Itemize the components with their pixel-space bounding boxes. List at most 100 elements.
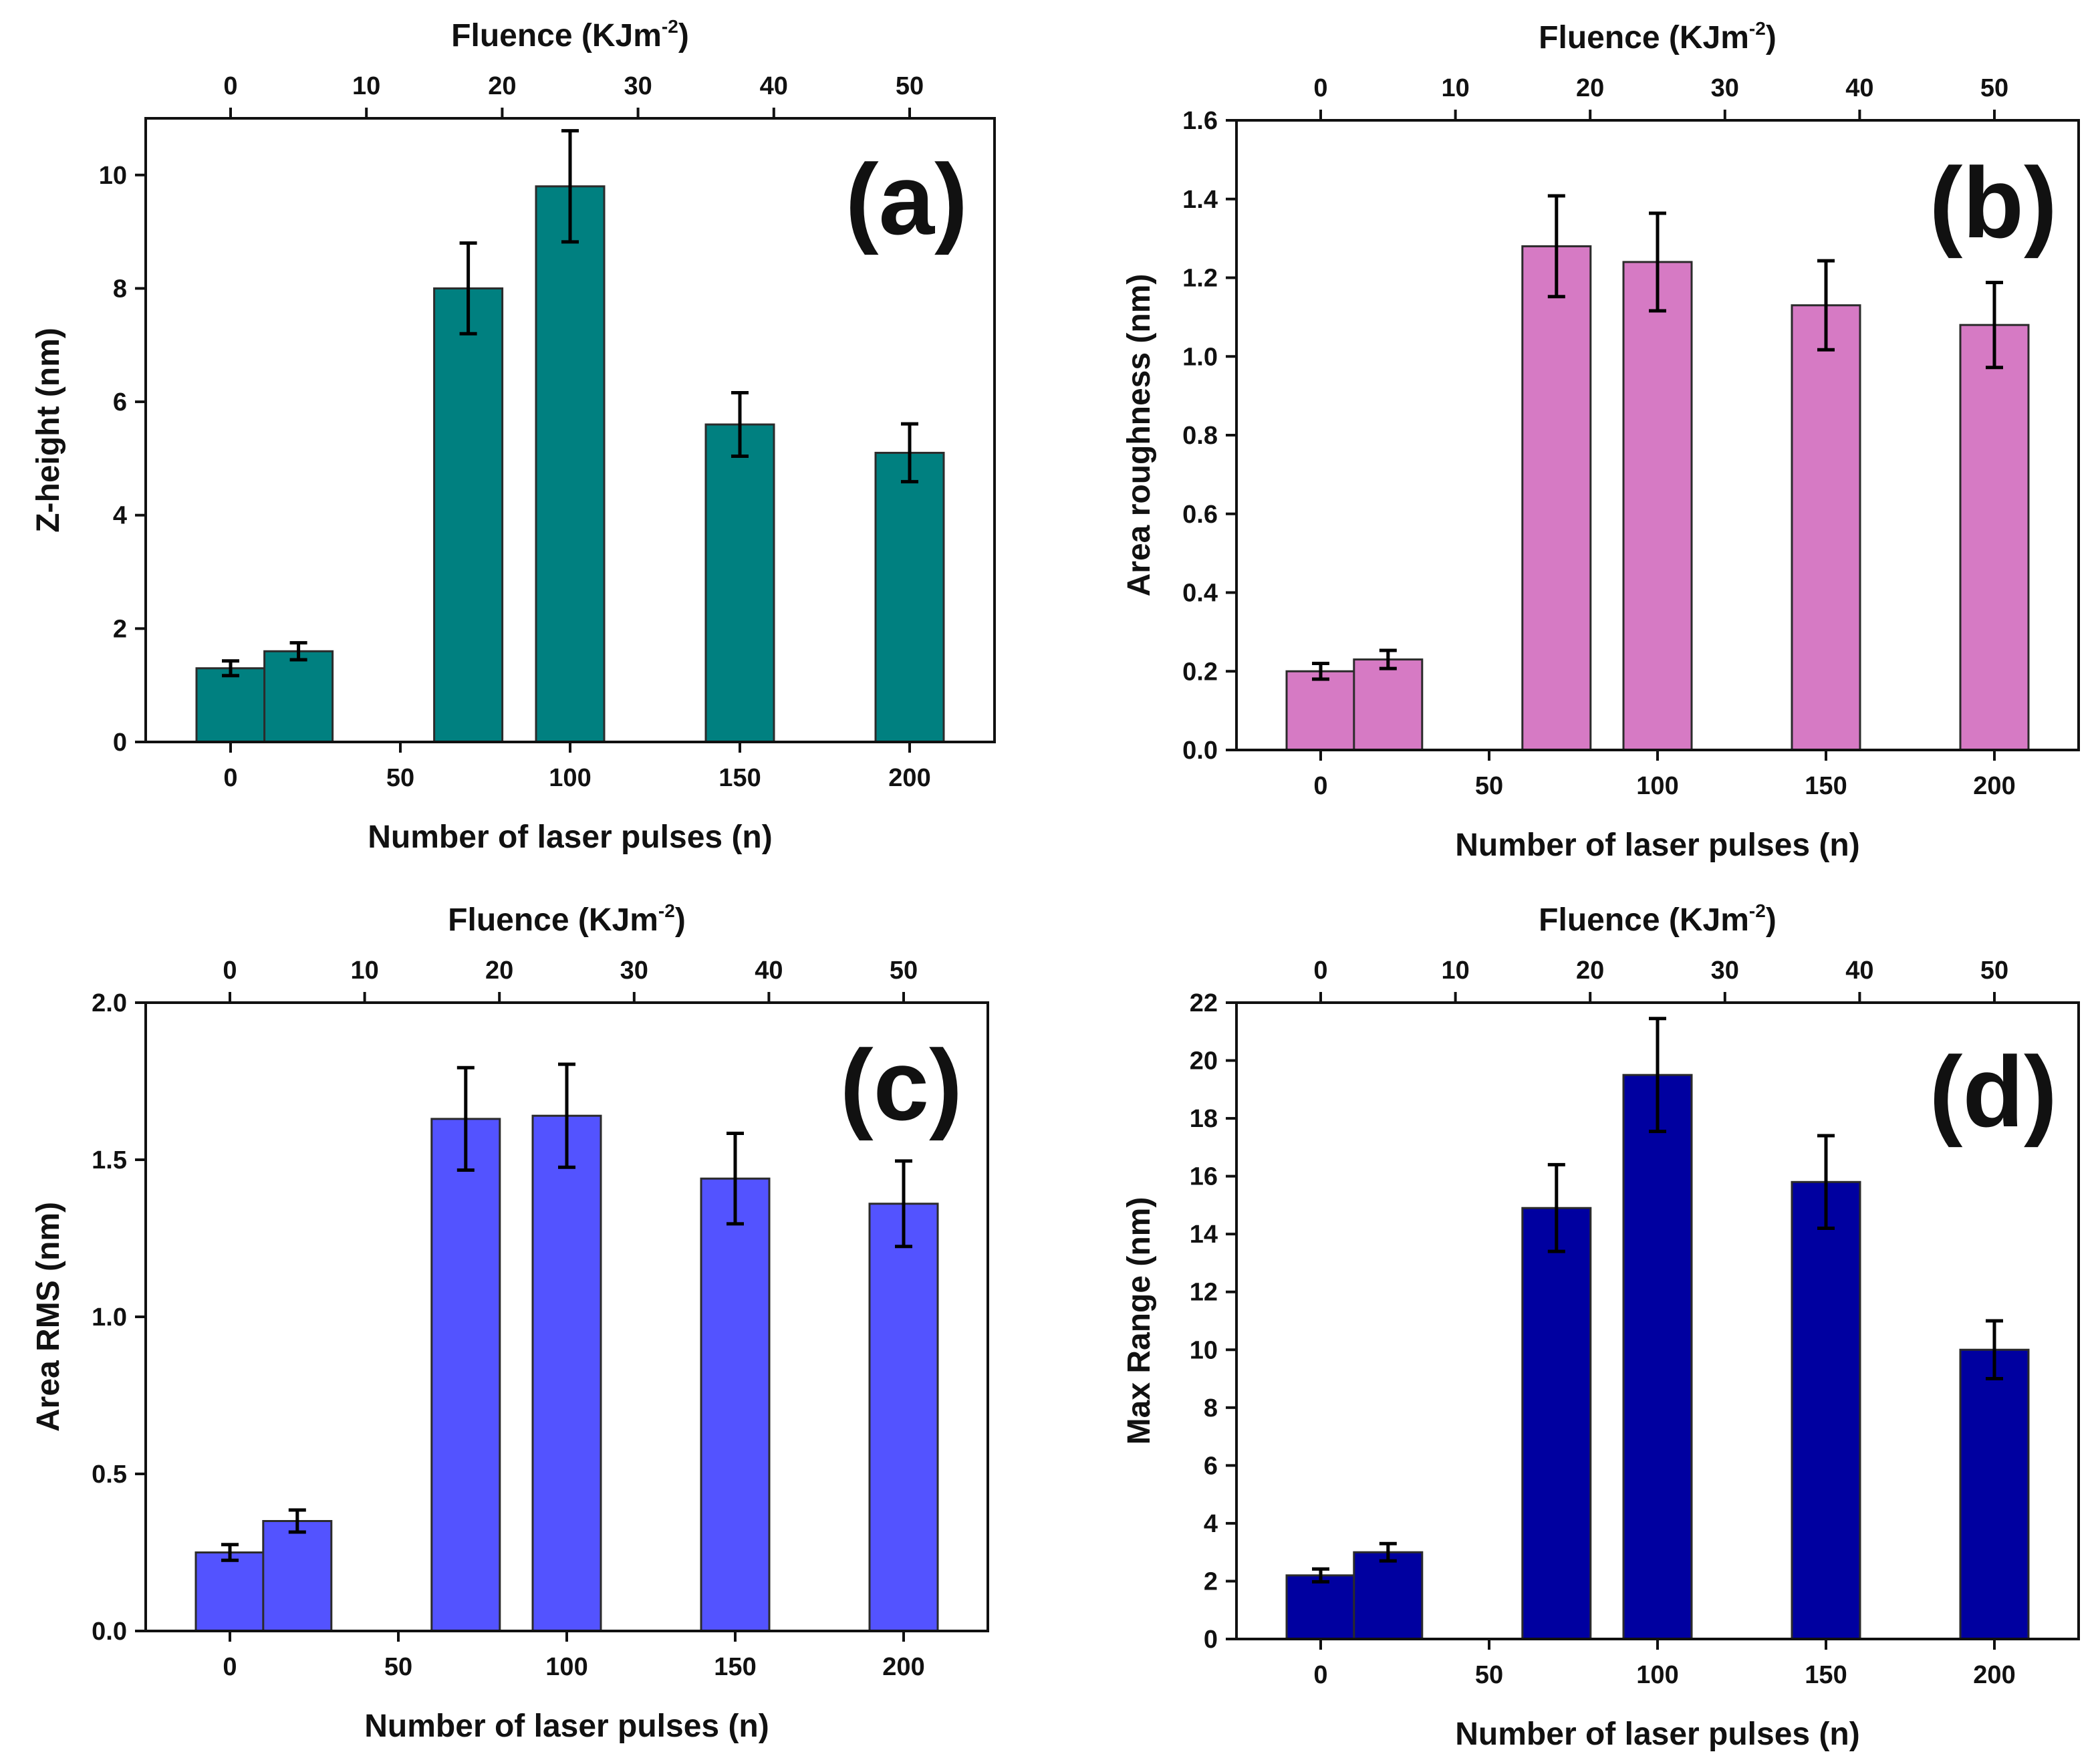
error-bar — [221, 1543, 239, 1562]
top-axis-label-superscript: -2 — [1749, 900, 1766, 921]
bar — [262, 1520, 333, 1632]
y-tick-label: 0.2 — [1182, 658, 1218, 686]
y-tick-label: 18 — [1190, 1105, 1218, 1133]
top-axis-label-close: ) — [1766, 20, 1777, 55]
top-axis-label-close: ) — [675, 902, 686, 938]
top-axis-label: Fluence (KJm-2) — [1539, 18, 1777, 55]
top-axis-label-text: Fluence (KJm — [1539, 20, 1749, 55]
x-tick-label: 0 — [223, 764, 237, 792]
top-x-tick-label: 40 — [760, 72, 788, 100]
top-x-tick-label: 50 — [1980, 74, 2008, 102]
x-axis-label: Number of laser pulses (n) — [1455, 828, 1859, 863]
top-x-tick-label: 0 — [223, 72, 237, 100]
y-tick-label: 1.5 — [92, 1146, 127, 1174]
bar — [874, 451, 945, 743]
top-x-tick-label: 0 — [1313, 957, 1327, 985]
y-tick-label: 0 — [113, 729, 127, 757]
x-tick-label: 100 — [545, 1653, 587, 1681]
x-tick-label: 50 — [1475, 1661, 1503, 1689]
error-bar — [1986, 1319, 2003, 1381]
bar — [263, 650, 334, 743]
top-x-tick-label: 40 — [755, 957, 783, 985]
y-tick-label: 0.0 — [1182, 737, 1218, 765]
y-tick-label: 8 — [1204, 1394, 1218, 1422]
y-tick-label: 1.4 — [1182, 186, 1218, 214]
y-tick-label: 16 — [1190, 1163, 1218, 1191]
top-x-tick-label: 10 — [352, 72, 380, 100]
error-bar — [1986, 281, 2003, 370]
bar — [1791, 304, 1861, 751]
bar — [1521, 1207, 1592, 1640]
x-tick-label: 150 — [1805, 772, 1847, 800]
top-x-tick-label: 50 — [1980, 957, 2008, 985]
bar — [1791, 1180, 1861, 1640]
bar — [194, 1551, 265, 1632]
y-tick-label: 2 — [1204, 1567, 1218, 1596]
error-bar — [1379, 648, 1397, 670]
y-tick-label: 1.2 — [1182, 265, 1218, 293]
y-tick-label: 14 — [1190, 1221, 1218, 1249]
y-tick-label: 0.6 — [1182, 501, 1218, 529]
y-tick-label: 22 — [1190, 989, 1218, 1017]
x-axis-label: Number of laser pulses (n) — [1455, 1717, 1859, 1752]
y-tick-label: 2.0 — [92, 989, 127, 1017]
x-axis-label: Number of laser pulses (n) — [364, 1709, 769, 1744]
error-bar — [1649, 1017, 1666, 1134]
top-axis-label: Fluence (KJm-2) — [448, 900, 686, 938]
x-tick-label: 200 — [888, 764, 930, 792]
top-axis-label-text: Fluence (KJm — [451, 18, 662, 53]
top-axis-label: Fluence (KJm-2) — [1539, 900, 1777, 938]
error-bar — [895, 1159, 912, 1249]
error-bar — [222, 659, 239, 678]
panel-label: (c) — [840, 1029, 962, 1141]
bar — [1622, 261, 1693, 751]
top-axis-label-text: Fluence (KJm — [448, 902, 658, 938]
top-x-tick-label: 10 — [1441, 74, 1469, 102]
top-x-tick-label: 10 — [1441, 957, 1469, 985]
top-x-tick-label: 10 — [350, 957, 378, 985]
panel-label: (d) — [1929, 1035, 2057, 1148]
error-bar — [901, 422, 918, 484]
bar — [1959, 324, 2030, 751]
y-tick-label: 6 — [113, 388, 127, 416]
top-x-tick-label: 20 — [488, 72, 516, 100]
y-tick-label: 4 — [113, 502, 127, 530]
x-tick-label: 200 — [1973, 772, 2015, 800]
bar — [704, 423, 775, 743]
y-tick-label: 20 — [1190, 1047, 1218, 1076]
y-tick-label: 0.4 — [1182, 580, 1218, 608]
y-tick-label: 0.0 — [92, 1618, 127, 1646]
x-tick-label: 200 — [1973, 1661, 2015, 1689]
bar — [1959, 1348, 2030, 1640]
top-x-tick-label: 30 — [1711, 74, 1739, 102]
y-tick-label: 1.0 — [1182, 343, 1218, 371]
top-axis-label-close: ) — [1766, 902, 1777, 938]
error-bar — [1379, 1541, 1397, 1563]
x-tick-label: 0 — [223, 1653, 237, 1681]
y-tick-label: 1.6 — [1182, 107, 1218, 135]
error-bar — [561, 129, 579, 244]
error-bar — [1312, 1567, 1329, 1584]
top-x-tick-label: 30 — [620, 957, 648, 985]
top-axis-label-close: ) — [678, 18, 689, 53]
top-x-tick-label: 50 — [890, 957, 918, 985]
y-axis-label: Area roughness (nm) — [1122, 274, 1157, 597]
y-tick-label: 0 — [1204, 1626, 1218, 1654]
error-bar — [1817, 259, 1835, 352]
error-bar — [289, 641, 307, 662]
bar — [1353, 1551, 1424, 1640]
top-axis-label-text: Fluence (KJm — [1539, 902, 1749, 938]
error-bar — [459, 241, 477, 336]
bar — [1353, 658, 1424, 751]
x-tick-label: 200 — [882, 1653, 924, 1681]
x-tick-label: 0 — [1313, 1661, 1327, 1689]
bar — [1285, 670, 1356, 751]
top-x-tick-label: 0 — [1313, 74, 1327, 102]
panel-label: (b) — [1929, 146, 2057, 259]
y-tick-label: 1.0 — [92, 1303, 127, 1332]
bar — [1622, 1074, 1693, 1640]
error-bar — [1817, 1134, 1835, 1231]
bar — [531, 1114, 602, 1632]
bar — [700, 1177, 771, 1632]
